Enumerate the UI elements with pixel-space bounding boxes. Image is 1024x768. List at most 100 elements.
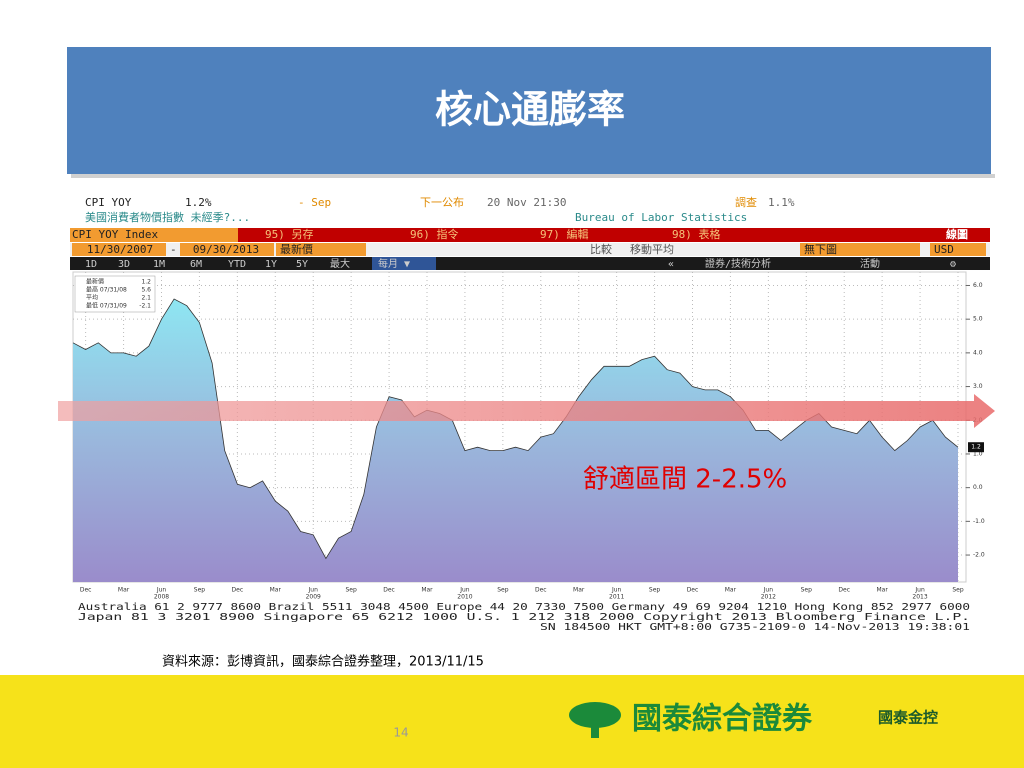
stat-value: 2.1 [141, 295, 151, 302]
source-note: 資料來源：彭博資訊，國泰綜合證券整理，2013/11/15 [162, 654, 484, 670]
stat-value: 1.2 [141, 279, 151, 286]
compare[interactable]: 比較 [590, 242, 612, 256]
title-banner [67, 47, 991, 174]
stat-label: 平均 [86, 294, 98, 302]
x-year-label: 2008 [154, 594, 169, 601]
x-tick-label: Sep [194, 587, 206, 594]
last-value: 1.2% [185, 196, 212, 209]
y-tick-label: 3.0 [973, 383, 983, 390]
x-tick-label: Sep [649, 587, 661, 594]
period-button[interactable]: « [668, 259, 674, 270]
currency-box [930, 243, 986, 256]
x-tick-label: Sep [801, 587, 813, 594]
x-tick-label: Dec [232, 587, 244, 594]
end-date-box [180, 243, 274, 256]
x-tick-label: Mar [573, 587, 585, 594]
contact-line: Japan 81 3 3201 8900 Singapore 65 6212 1… [78, 612, 970, 623]
x-tick-label: Dec [383, 587, 395, 594]
period-button[interactable]: ⚙ [949, 259, 956, 270]
currency[interactable]: USD [934, 243, 954, 256]
annotation: 舒適區間 2-2.5% [583, 465, 787, 495]
x-tick-label: Mar [118, 587, 130, 594]
lower-chart[interactable]: 無下圖 [804, 242, 837, 256]
x-tick-label: Jun [763, 587, 774, 594]
x-tick-label: Sep [952, 587, 964, 594]
brand: 國泰金控 [878, 709, 938, 727]
last-value-box [968, 442, 984, 453]
x-tick-label: Jun [459, 587, 470, 594]
x-tick-label: Dec [687, 587, 699, 594]
area-fill [73, 299, 958, 582]
stat-label: 最高 07/31/08 [86, 286, 127, 294]
description: 美國消費者物價指數 未經季?... [85, 210, 250, 224]
menu-bar [70, 228, 990, 242]
start-date-box [72, 243, 166, 256]
logo-icon [569, 702, 621, 738]
ticker: CPI YOY [85, 196, 132, 209]
period-button[interactable]: 1M [153, 259, 165, 270]
price-type[interactable]: 最新價 [280, 242, 313, 256]
x-tick-label: Mar [725, 587, 737, 594]
menu-save[interactable]: 95) 另存 [265, 227, 314, 241]
footer-band [0, 675, 1024, 768]
contact-line: SN 184500 HKT GMT+8:00 G735-2109-0 14-No… [540, 622, 970, 633]
security[interactable]: CPI YOY Index [72, 228, 158, 241]
period-button[interactable]: 6M [190, 259, 202, 270]
banner-shadow [71, 174, 995, 178]
period-button[interactable]: 3D [118, 259, 130, 270]
x-tick-label: Sep [345, 587, 357, 594]
period-button[interactable]: 活動 [860, 257, 880, 270]
period-button[interactable]: 每月 ▼ [378, 257, 410, 270]
menu-command[interactable]: 96) 指令 [410, 227, 459, 241]
security-box [70, 228, 238, 242]
menu-chart[interactable]: 線圖 [946, 227, 968, 241]
x-tick-label: Mar [876, 587, 888, 594]
x-tick-label: Jun [611, 587, 622, 594]
page-number: 14 [393, 726, 408, 740]
period-button[interactable]: 證券/技術分析 [705, 257, 771, 270]
moving-average[interactable]: 移動平均 [630, 242, 674, 256]
x-year-label: 2012 [761, 594, 776, 601]
y-tick-label: 0.0 [973, 484, 983, 491]
x-tick-label: Jun [156, 587, 167, 594]
x-tick-label: Dec [80, 587, 92, 594]
period-button[interactable]: 5Y [296, 259, 308, 270]
source-agency: Bureau of Labor Statistics [575, 211, 747, 224]
slide-title: 核心通膨率 [435, 88, 625, 132]
freq-box [372, 257, 436, 270]
lower-box [800, 243, 920, 256]
survey-value: 1.1% [768, 196, 795, 209]
x-tick-label: Mar [421, 587, 433, 594]
x-year-label: 2010 [457, 594, 472, 601]
x-year-label: 2009 [306, 594, 321, 601]
period-button[interactable]: 1D [85, 259, 97, 270]
menu-edit[interactable]: 97) 編輯 [540, 227, 589, 241]
period-bar [70, 257, 990, 270]
last-value-label: 1.2 [971, 444, 981, 451]
end-date[interactable]: 09/30/2013 [193, 243, 259, 256]
stats-box [74, 275, 156, 313]
period: - Sep [298, 196, 331, 209]
start-date[interactable]: 11/30/2007 [87, 243, 153, 256]
period-button[interactable]: YTD [228, 259, 246, 270]
x-year-label: 2013 [912, 594, 927, 601]
period-button[interactable]: 最大 [330, 257, 350, 270]
stat-label: 最低 07/31/09 [86, 302, 127, 310]
y-tick-label: 6.0 [973, 282, 983, 289]
logo-text: 國泰綜合證券 [632, 702, 813, 737]
price-box [276, 243, 366, 256]
comfort-arrow [58, 394, 995, 428]
y-tick-label: -1.0 [973, 518, 985, 525]
survey-label: 調查 [735, 195, 757, 209]
contact-line: Australia 61 2 9777 8600 Brazil 5511 304… [78, 602, 970, 613]
period-button[interactable]: 1Y [265, 259, 277, 270]
menu-table[interactable]: 98) 表格 [672, 227, 721, 241]
date-sep: - [170, 243, 177, 256]
x-year-label: 2011 [609, 594, 624, 601]
x-tick-label: Dec [838, 587, 850, 594]
y-tick-label: 4.0 [973, 349, 983, 356]
x-tick-label: Jun [308, 587, 319, 594]
y-tick-label: 5.0 [973, 316, 983, 323]
